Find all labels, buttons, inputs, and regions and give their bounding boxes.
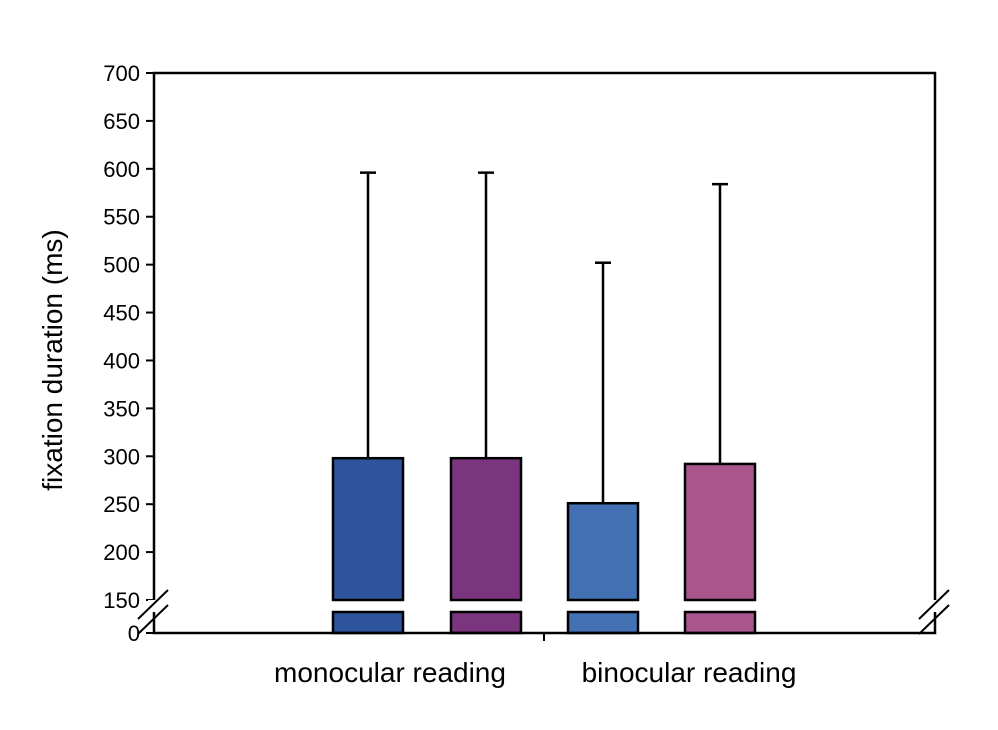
y-tick-label: 600 — [103, 157, 140, 182]
y-tick-label: 0 — [128, 621, 140, 646]
bars — [331, 171, 757, 635]
x-axis-labels: monocular reading binocular reading — [274, 633, 796, 688]
axis-break-gap — [148, 600, 160, 612]
y-tick-label: 500 — [103, 253, 140, 278]
bar-2 — [449, 456, 523, 602]
y-tick-label: 700 — [103, 61, 140, 86]
y-tick-label: 350 — [103, 396, 140, 421]
y-axis-ticks: 0 150 200 250 300 350 400 450 500 550 600 650 700 — [103, 61, 154, 646]
bar-3-base — [566, 610, 640, 635]
y-tick-label: 650 — [103, 109, 140, 134]
bar-1-base — [331, 610, 405, 635]
bar-4 — [683, 462, 757, 602]
axis-break-gap — [929, 600, 941, 612]
axis-break-mark — [918, 589, 950, 620]
x-category-label: monocular reading — [274, 657, 506, 688]
y-tick-label: 150 — [103, 588, 140, 613]
bar-2-base — [449, 610, 523, 635]
axis-break-mark — [137, 589, 169, 620]
bar-1 — [331, 456, 405, 602]
y-tick-label: 250 — [103, 492, 140, 517]
x-category-label: binocular reading — [582, 657, 797, 688]
y-tick-label: 400 — [103, 348, 140, 373]
axis-breaks — [137, 589, 950, 635]
y-tick-label: 300 — [103, 444, 140, 469]
y-axis-label: fixation duration (ms) — [37, 229, 68, 490]
y-tick-label: 200 — [103, 540, 140, 565]
axis-break-mark — [918, 604, 950, 635]
bar-3 — [566, 501, 640, 602]
bar-4-base — [683, 610, 757, 635]
y-tick-label: 550 — [103, 205, 140, 230]
plot-frame — [152, 71, 937, 635]
axis-break-mark — [137, 604, 169, 635]
y-tick-label: 450 — [103, 301, 140, 326]
